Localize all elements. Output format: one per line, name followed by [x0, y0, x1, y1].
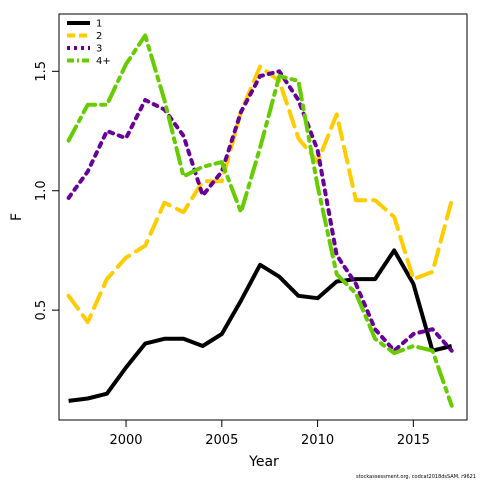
x-axis-title: Year [248, 454, 279, 470]
axes-layer: 2000 2005 2010 2015 0.5 1.0 1.5 [34, 61, 430, 448]
y-tick-label: 1.5 [34, 61, 49, 82]
series-line-0 [68, 248, 453, 403]
legend-label-2: 3 [96, 44, 102, 55]
y-axis-title: F [9, 213, 25, 221]
x-tick-label: 2005 [205, 433, 238, 448]
series-line-2 [66, 69, 454, 353]
y-tick-label: 0.5 [34, 300, 49, 321]
x-tick-label: 2015 [397, 433, 430, 448]
legend-label-1: 2 [96, 31, 102, 42]
x-tick-label: 2000 [109, 433, 142, 448]
series-line-1 [66, 64, 454, 325]
legend-label-3: 4+ [96, 56, 111, 67]
legend-label-0: 1 [96, 19, 102, 30]
series-layer [66, 33, 454, 408]
y-tick-label: 1.0 [34, 180, 49, 201]
footnote: stockassessment.org, codcat2018dsSAM, r9… [356, 474, 476, 480]
series-line-3 [66, 33, 454, 408]
legend: 12 34+ [67, 19, 111, 67]
x-tick-label: 2010 [301, 433, 334, 448]
